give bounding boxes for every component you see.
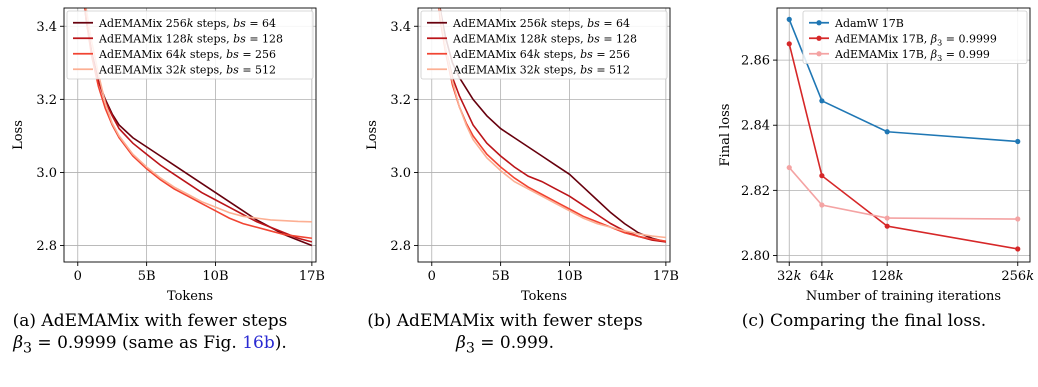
x-tick-label: 0 xyxy=(428,269,436,284)
data-point xyxy=(1015,216,1021,222)
legend-entry: AdamW 17B xyxy=(834,17,904,30)
x-tick-label: 5B xyxy=(492,269,510,284)
data-point xyxy=(819,173,825,179)
y-tick-label: 3.0 xyxy=(390,166,411,181)
caption-b-beta: β xyxy=(456,333,466,353)
data-point xyxy=(1015,138,1021,145)
x-tick-label: 128k xyxy=(871,269,904,284)
y-tick-label: 2.8 xyxy=(36,239,57,254)
series-line-c-1 xyxy=(788,43,1018,250)
chart-b: 0 5B 10B 17B 2.8 3.0 3.2 3.4 Tokens Loss AdEMAMix … xyxy=(365,7,679,304)
legend-entry: AdEMAMix 64k steps, bs = 256 xyxy=(452,48,630,61)
caption-a-line2: β3 = 0.9999 (same as Fig. 16b). xyxy=(0,332,300,359)
series-line-b-1 xyxy=(438,8,666,243)
y-tick-label: 2.82 xyxy=(741,184,770,199)
caption-c: (c) Comparing the final loss. xyxy=(690,310,1038,332)
series-line-c-2 xyxy=(788,167,1018,220)
caption-b-line2: β3 = 0.999. xyxy=(340,332,670,359)
y-tick-label: 2.84 xyxy=(741,119,770,134)
x-tick-label: 32k xyxy=(777,269,802,284)
legend-a: AdEMAMix 256k steps, bs = 64 AdEMAMix 128… xyxy=(66,10,314,80)
data-point xyxy=(884,129,890,135)
series-line-a-2 xyxy=(84,8,312,240)
data-point xyxy=(786,41,792,47)
legend-entry: AdEMAMix 17B, β3 = 0.999 xyxy=(834,48,990,63)
legend-entry: AdEMAMix 32k steps, bs = 512 xyxy=(452,63,630,76)
legend-entry: AdEMAMix 32k steps, bs = 512 xyxy=(98,63,276,76)
x-axis-label: Number of training iterations xyxy=(806,289,1001,304)
y-tick-label: 3.0 xyxy=(36,166,57,181)
chart-a: 0 5B 10B 17B 2.8 3.0 3.2 3.4 Tokens Loss AdEMAMix … xyxy=(11,7,325,304)
legend-entry: AdEMAMix 17B, β3 = 0.9999 xyxy=(834,32,997,47)
data-point xyxy=(819,202,825,208)
x-tick-label: 5B xyxy=(138,269,156,284)
axes-frame xyxy=(417,7,671,263)
legend-c: AdamW 17B AdEMAMix 17B, β3 = 0.9999AdEMAM… xyxy=(802,10,1028,64)
caption-a-sub: 3 xyxy=(23,340,33,357)
y-axis-label: Loss xyxy=(365,120,380,150)
figure-ref-link[interactable]: 16b xyxy=(242,333,275,353)
data-point xyxy=(786,164,792,171)
data-point xyxy=(819,98,825,104)
data-point xyxy=(1015,246,1021,252)
axes-frame xyxy=(63,7,317,263)
y-tick-label: 2.86 xyxy=(741,54,770,69)
data-point xyxy=(884,223,890,229)
x-tick-label: 256k xyxy=(1001,269,1034,284)
caption-a-beta: β xyxy=(13,333,24,353)
y-tick-label: 2.80 xyxy=(741,249,770,264)
x-tick-label: 64k xyxy=(810,269,835,284)
caption-a-post: ). xyxy=(274,333,287,353)
caption-c-line1: (c) Comparing the final loss. xyxy=(741,311,987,331)
legend-b: AdEMAMix 256k steps, bs = 64 AdEMAMix 128… xyxy=(420,10,668,80)
caption-b-post: = 0.999. xyxy=(474,333,554,353)
y-tick-label: 3.2 xyxy=(36,93,57,108)
caption-a-mid: = 0.9999 (same as Fig. xyxy=(32,333,243,353)
x-tick-label: 17B xyxy=(299,269,325,284)
series-line-b-3 xyxy=(438,8,666,239)
x-tick-label: 17B xyxy=(653,269,679,284)
chart-c: 32k 64k 128k 256k 2.80 2.82 2.84 2.86 Number of … xyxy=(718,7,1034,304)
legend-entry: AdEMAMix 256k steps, bs = 64 xyxy=(452,17,630,30)
y-axis-label: Loss xyxy=(11,120,26,150)
data-point xyxy=(884,215,890,221)
series-line-a-3 xyxy=(85,8,312,223)
x-axis-label: Tokens xyxy=(167,289,213,304)
legend-entry: AdEMAMix 64k steps, bs = 256 xyxy=(98,48,276,61)
y-tick-label: 3.4 xyxy=(390,20,411,35)
x-tick-label: 0 xyxy=(74,269,82,284)
y-axis-label: Final loss xyxy=(718,104,733,167)
legend-entry: AdEMAMix 128k steps, bs = 128 xyxy=(98,32,283,45)
y-tick-label: 3.2 xyxy=(390,93,411,108)
caption-a-line1: (a) AdEMAMix with fewer steps xyxy=(12,311,288,331)
caption-b-sub: 3 xyxy=(465,340,475,357)
y-tick-label: 3.4 xyxy=(36,20,57,35)
series-line-a-1 xyxy=(84,8,313,243)
legend-entry: AdEMAMix 256k steps, bs = 64 xyxy=(98,17,276,30)
x-tick-label: 10B xyxy=(556,269,582,284)
caption-b-line1: (b) AdEMAMix with fewer steps xyxy=(367,311,643,331)
caption-b: (b) AdEMAMix with fewer steps β3 = 0.999… xyxy=(340,310,670,359)
legend-entry: AdEMAMix 128k steps, bs = 128 xyxy=(452,32,637,45)
axes-frame xyxy=(776,7,1031,263)
y-tick-label: 2.8 xyxy=(390,239,411,254)
data-point xyxy=(786,16,792,22)
x-tick-label: 10B xyxy=(202,269,228,284)
caption-a: (a) AdEMAMix with fewer steps β3 = 0.999… xyxy=(0,310,300,359)
x-axis-label: Tokens xyxy=(521,289,567,304)
